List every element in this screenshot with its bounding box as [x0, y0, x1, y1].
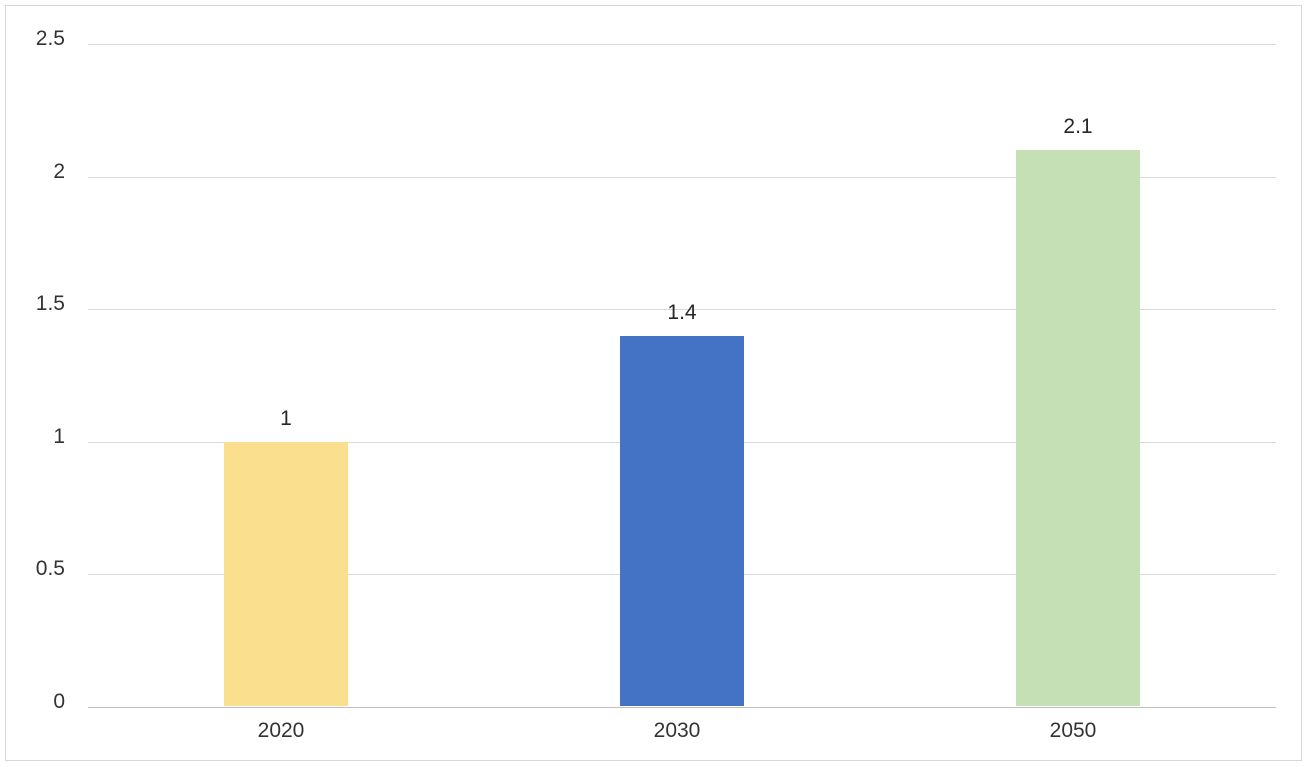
data-label-2050: 2.1 [1063, 115, 1093, 139]
data-label-2030: 1.4 [667, 300, 697, 324]
y-tick-label: 1 [53, 424, 65, 448]
x-tick-label-2030: 2030 [653, 719, 701, 742]
bar-2050 [1016, 150, 1140, 706]
data-label-2020: 1 [280, 406, 292, 430]
y-tick-label: 2 [53, 159, 65, 183]
y-tick-label: 2.5 [35, 27, 65, 50]
bar-2030 [620, 335, 744, 706]
gridline [88, 309, 1276, 311]
gridline [88, 44, 1276, 45]
bar-2020 [224, 441, 348, 706]
x-tick-label-2050: 2050 [1049, 719, 1097, 742]
chart-frame: 1 1.4 2.1 0 0.5 1 1.5 2 2.5 2020 2030 2050 [5, 5, 1302, 761]
x-tick-label-2020: 2020 [257, 719, 305, 742]
gridline [88, 176, 1276, 178]
y-tick-label: 0 [53, 690, 65, 713]
x-axis-line [88, 707, 1276, 708]
y-tick-label: 0.5 [35, 557, 65, 581]
y-tick-label: 1.5 [35, 292, 65, 316]
plot-area: 1 1.4 2.1 [88, 44, 1276, 708]
